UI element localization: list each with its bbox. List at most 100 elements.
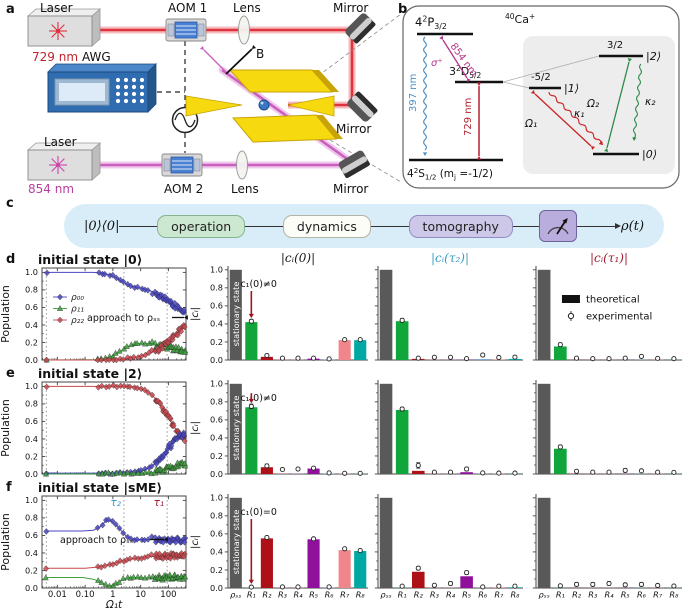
svg-text:R₁: R₁ <box>398 590 407 600</box>
bar-chart-e2 <box>374 380 523 476</box>
svg-text:R₅: R₅ <box>621 590 630 600</box>
svg-text:τ₁: τ₁ <box>154 497 165 509</box>
connector-line <box>512 225 540 227</box>
bar-R₅ <box>307 468 320 474</box>
svg-text:0.2: 0.2 <box>210 337 223 347</box>
bar-chart-d3: theoretical experimental <box>532 266 682 362</box>
svg-text:R₆: R₆ <box>325 590 335 600</box>
svg-text:0.4: 0.4 <box>25 320 38 330</box>
svg-text:1.0: 1.0 <box>210 265 223 275</box>
row-f: f initial state |sME⟩ 0.0 0.2 0.4 0.6 0.8 1.0 Po… <box>0 480 685 609</box>
svg-text:|2⟩: |2⟩ <box>646 50 661 63</box>
svg-text:0.6: 0.6 <box>210 529 223 539</box>
svg-text:|cᵢ|: |cᵢ| <box>190 535 201 549</box>
svg-text:0.10: 0.10 <box>76 590 95 600</box>
svg-text:Laser: Laser <box>40 1 73 15</box>
svg-text:approach to ρₛₛ: approach to ρₛₛ <box>60 535 134 546</box>
bar-chart-d1: 0.0 0.2 0.4 0.6 0.8 1.0 |cᵢ| stationary state c₁… <box>190 265 368 365</box>
panel-letter-e: e <box>6 366 15 381</box>
panel-letter-f: f <box>6 480 12 495</box>
row-d: d initial state |0⟩ |cᵢ(0)| |cᵢ(τ₂)| |cᵢ(τ₁)… <box>0 251 685 369</box>
svg-text:ρₛₛ: ρₛₛ <box>380 590 391 600</box>
bar-R₂ <box>260 467 273 474</box>
connector-line <box>245 225 283 227</box>
bar-ρₛₛ <box>537 497 551 588</box>
svg-text:1.0: 1.0 <box>25 381 38 391</box>
bar-R₂ <box>260 538 273 588</box>
svg-text:R₈: R₈ <box>669 590 679 600</box>
svg-text:0.0: 0.0 <box>210 355 223 365</box>
svg-text:40Ca+: 40Ca+ <box>505 12 535 26</box>
svg-text:0.0: 0.0 <box>25 469 38 479</box>
svg-text:R₄: R₄ <box>605 590 615 600</box>
svg-text:854 nm: 854 nm <box>28 182 74 196</box>
svg-text:|1⟩: |1⟩ <box>564 82 579 95</box>
svg-text:1.0: 1.0 <box>25 267 38 277</box>
svg-text:10: 10 <box>135 590 146 600</box>
bar-R₁ <box>245 322 258 360</box>
svg-text:1.0: 1.0 <box>25 495 38 505</box>
population-plot-f: 0.0 0.2 0.4 0.6 0.8 1.0 Population approach to … <box>0 495 189 609</box>
output-state-label: ρ(t) <box>621 218 645 234</box>
svg-text:stationary state: stationary state <box>231 396 241 461</box>
svg-text:0.2: 0.2 <box>25 565 38 575</box>
svg-text:ρₛₛ: ρₛₛ <box>538 590 549 600</box>
svg-text:stationary state: stationary state <box>231 282 241 347</box>
meter-icon <box>539 210 578 242</box>
bar-chart-f3: ρₛₛ R₁ R₂ R₃ R₄ R₅ R₆ R₇ R₈ <box>532 494 682 600</box>
svg-text:Mirror: Mirror <box>333 1 368 15</box>
bar-R₈ <box>354 340 367 360</box>
bar-chart-e3 <box>532 380 682 475</box>
svg-text:|0⟩: |0⟩ <box>642 148 657 161</box>
bar-ρₛₛ <box>537 269 551 360</box>
connector-line <box>370 225 409 227</box>
step-dynamics: dynamics <box>282 214 371 238</box>
svg-text:R₁: R₁ <box>247 590 256 600</box>
bar-R₁ <box>395 409 409 474</box>
energy-level-diagram: 42P3/2 40Ca+ 32D5/2 42S1/2 (mj =-1/2) -5/2 |1… <box>402 5 680 189</box>
bar-ρₛₛ <box>229 497 242 588</box>
svg-text:κ₂: κ₂ <box>645 96 656 108</box>
svg-text:B: B <box>256 47 264 61</box>
bar-chart-f1: 0.0 0.2 0.4 0.6 0.8 1.0 |cᵢ| stationary state ρₛ… <box>190 493 368 600</box>
svg-text:1.0: 1.0 <box>210 493 223 503</box>
svg-text:0.0: 0.0 <box>210 469 223 479</box>
svg-text:0.2: 0.2 <box>25 451 38 461</box>
bar-R₇ <box>338 550 351 588</box>
bar-R₈ <box>354 551 367 588</box>
svg-text:R₆: R₆ <box>637 590 647 600</box>
svg-text:ρ₁₁: ρ₁₁ <box>71 305 84 315</box>
bar-ρₛₛ <box>379 497 393 588</box>
svg-text:Population: Population <box>0 399 12 457</box>
row-title-f: initial state |sME⟩ <box>38 480 163 495</box>
svg-text:0.4: 0.4 <box>210 433 223 443</box>
svg-text:42S1/2 (mj =-1/2): 42S1/2 (mj =-1/2) <box>407 166 493 182</box>
svg-text:c₁(0)=0: c₁(0)=0 <box>240 507 277 518</box>
svg-text:|cᵢ|: |cᵢ| <box>190 421 201 435</box>
svg-text:R₈: R₈ <box>510 590 520 600</box>
svg-text:R₃: R₃ <box>588 590 598 600</box>
row-title-d: initial state |0⟩ <box>38 252 143 267</box>
svg-text:c₁(0)≠0: c₁(0)≠0 <box>240 393 277 404</box>
row-title-e: initial state |2⟩ <box>38 366 143 381</box>
bar-ρₛₛ <box>379 383 393 474</box>
bar-R₁ <box>395 321 409 360</box>
svg-text:R₄: R₄ <box>294 590 304 600</box>
svg-text:κ₁: κ₁ <box>574 108 584 120</box>
bar-R₁ <box>554 346 567 360</box>
protocol-panel: c |0⟩⟨0| operation dynamics tomography ρ… <box>0 196 685 254</box>
svg-text:R₂: R₂ <box>262 590 272 600</box>
svg-text:0.8: 0.8 <box>25 285 38 295</box>
svg-text:R₃: R₃ <box>430 590 440 600</box>
connector-line <box>119 225 158 227</box>
svg-text:0.0: 0.0 <box>25 583 38 593</box>
bar-R₁ <box>245 407 258 474</box>
svg-text:0.6: 0.6 <box>210 301 223 311</box>
population-plot-e: 0.0 0.2 0.4 0.6 0.8 1.0 Population <box>0 381 189 479</box>
initial-state-label: |0⟩⟨0| <box>84 218 120 234</box>
row-e: e initial state |2⟩ 0.0 0.2 0.4 0.6 0.8 1.0 Popu… <box>0 366 685 483</box>
bar-chart-title-3: |cᵢ(τ₁)| <box>589 251 629 265</box>
bar-R₅ <box>460 472 473 474</box>
